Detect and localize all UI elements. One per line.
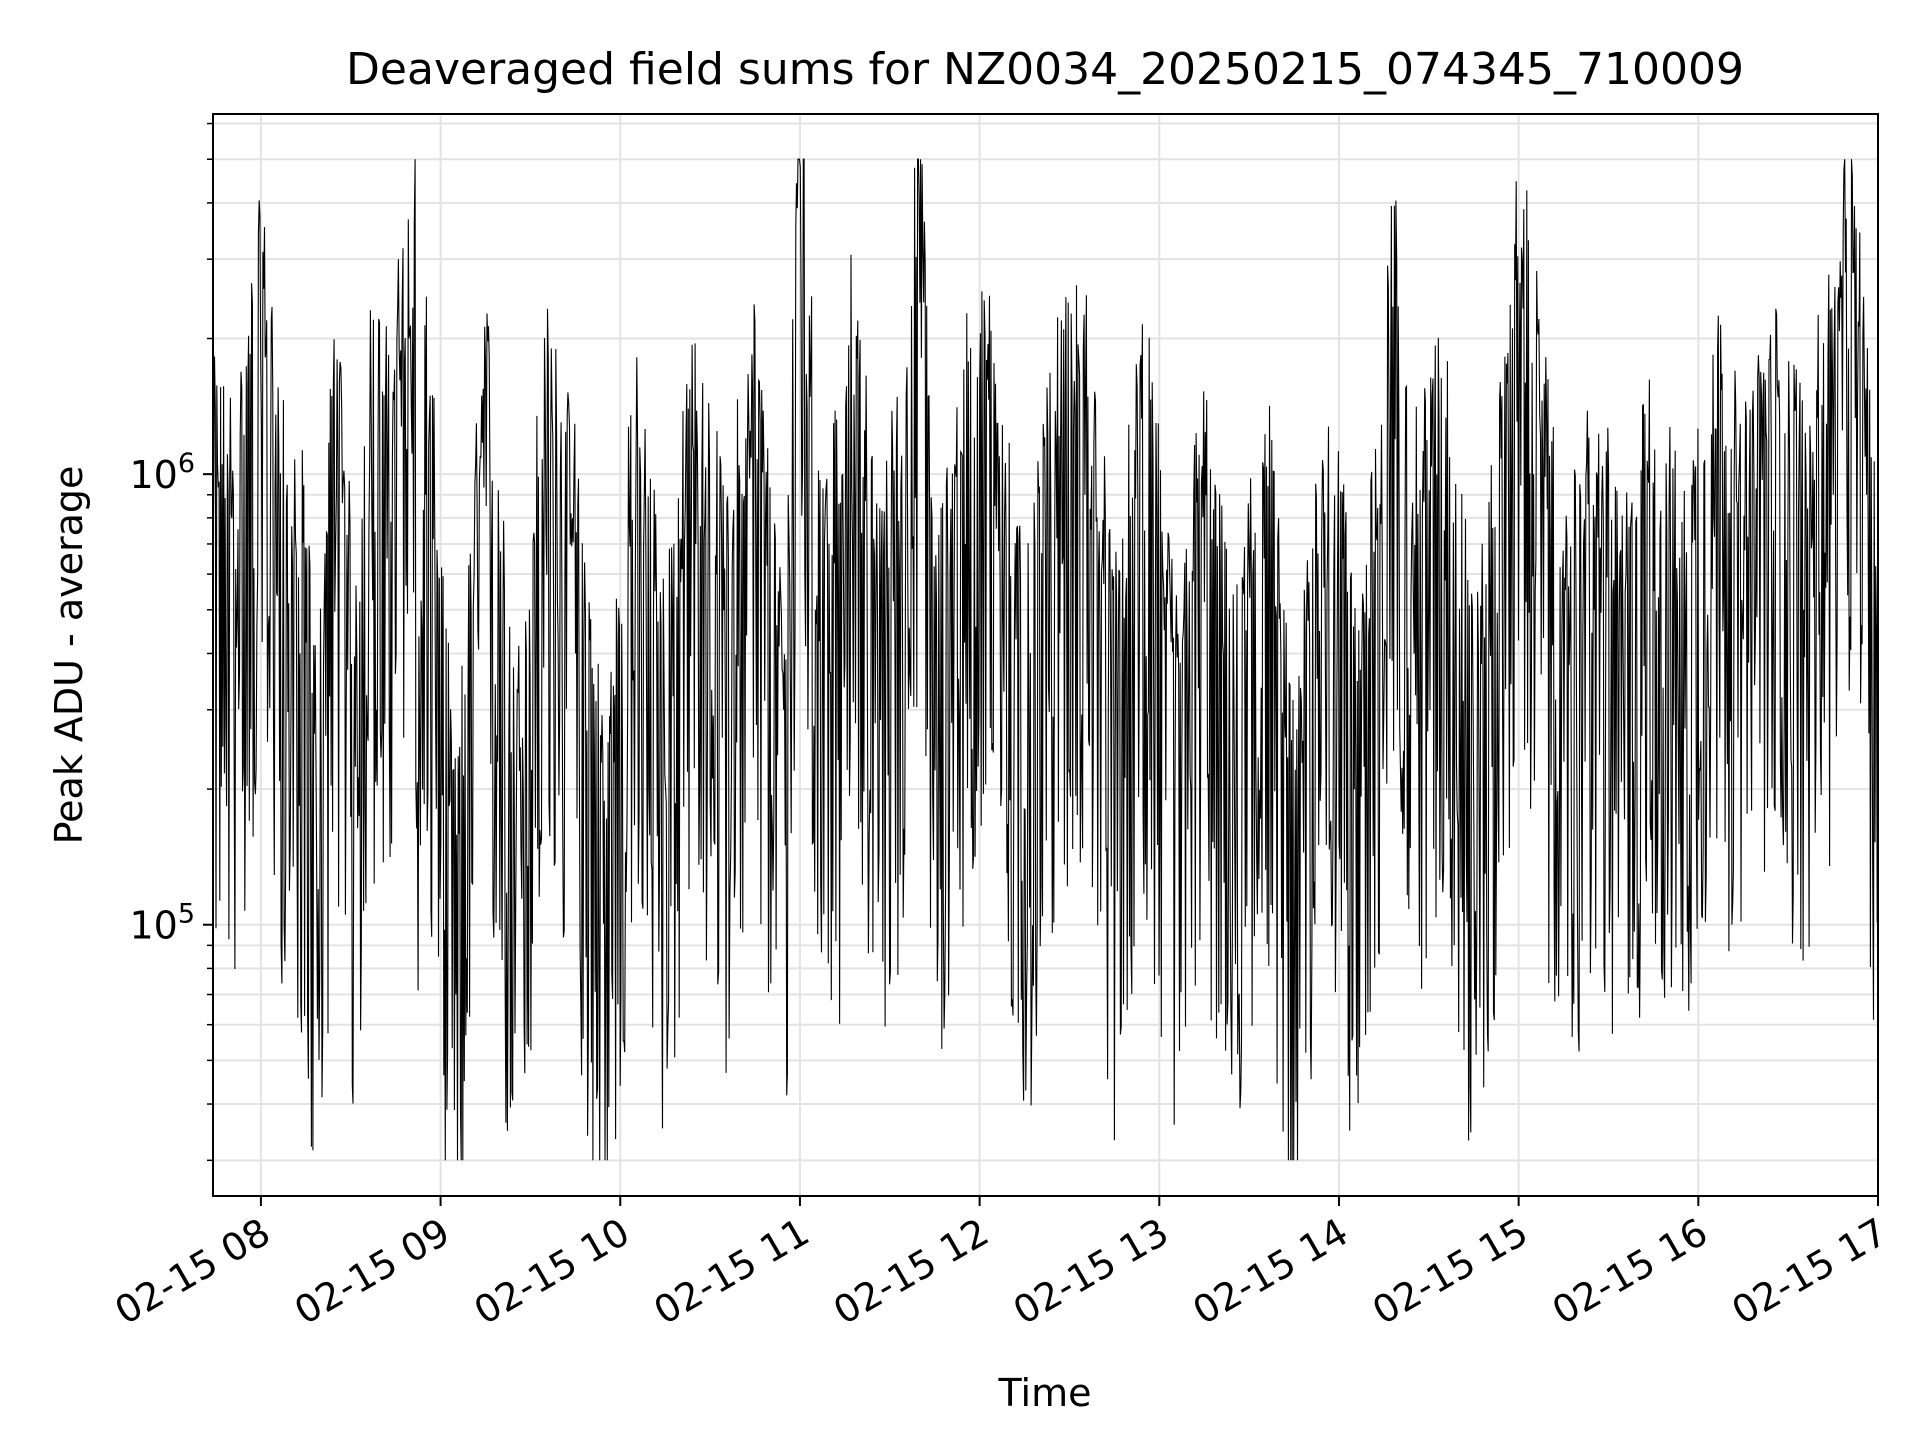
- y-tick-label-base: 10: [129, 453, 177, 497]
- plot-frame: [212, 113, 1879, 1197]
- chart-title: Deaveraged field sums for NZ0034_2025021…: [346, 44, 1744, 95]
- y-tick-label: 105: [129, 899, 195, 948]
- y-tick-label: 106: [129, 448, 195, 497]
- series-line: [213, 158, 1878, 1161]
- y-tick-label-base: 10: [129, 904, 177, 948]
- y-tick-label-exponent: 5: [178, 899, 195, 930]
- y-tick-label-exponent: 6: [178, 448, 195, 479]
- plot-region: [213, 158, 1878, 1161]
- x-axis-label: Time: [998, 1371, 1092, 1415]
- y-axis-label: Peak ADU - average: [47, 466, 91, 845]
